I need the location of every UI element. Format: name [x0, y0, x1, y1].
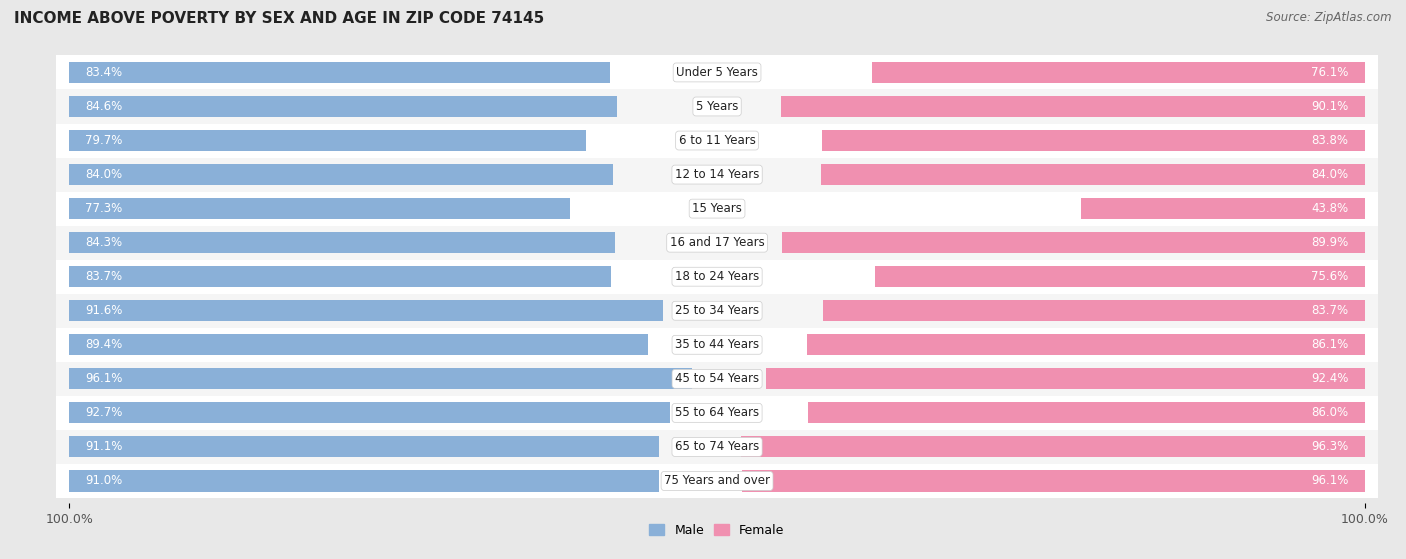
Text: 79.7%: 79.7% — [86, 134, 122, 147]
Bar — [56, 430, 1378, 464]
Text: 83.7%: 83.7% — [86, 270, 122, 283]
Text: 92.4%: 92.4% — [1312, 372, 1348, 385]
Bar — [56, 158, 1378, 192]
Text: 96.1%: 96.1% — [1312, 475, 1348, 487]
Text: Source: ZipAtlas.com: Source: ZipAtlas.com — [1267, 11, 1392, 24]
Text: 6 to 11 Years: 6 to 11 Years — [679, 134, 755, 147]
Text: 83.7%: 83.7% — [1312, 304, 1348, 318]
Bar — [56, 362, 1378, 396]
Bar — [56, 396, 1378, 430]
Bar — [69, 164, 613, 185]
Text: 92.7%: 92.7% — [86, 406, 122, 419]
Bar — [56, 89, 1378, 124]
Text: 43.8%: 43.8% — [1312, 202, 1348, 215]
Bar — [69, 232, 616, 253]
Text: 83.8%: 83.8% — [1312, 134, 1348, 147]
Text: INCOME ABOVE POVERTY BY SEX AND AGE IN ZIP CODE 74145: INCOME ABOVE POVERTY BY SEX AND AGE IN Z… — [14, 11, 544, 26]
Bar — [69, 471, 659, 491]
Text: 84.3%: 84.3% — [86, 236, 122, 249]
Bar — [782, 96, 1365, 117]
Bar — [872, 62, 1365, 83]
Bar — [56, 293, 1378, 328]
Bar — [56, 328, 1378, 362]
Bar — [69, 198, 569, 219]
Legend: Male, Female: Male, Female — [644, 519, 790, 542]
Text: 84.0%: 84.0% — [1312, 168, 1348, 181]
Bar — [823, 300, 1365, 321]
Bar — [69, 334, 648, 356]
Bar — [56, 226, 1378, 260]
Bar — [56, 192, 1378, 226]
Text: 76.1%: 76.1% — [1312, 66, 1348, 79]
Bar — [69, 300, 662, 321]
Bar — [69, 368, 692, 390]
Bar — [766, 368, 1365, 390]
Text: 86.1%: 86.1% — [1312, 338, 1348, 351]
Text: 86.0%: 86.0% — [1312, 406, 1348, 419]
Bar — [1081, 198, 1365, 219]
Text: 45 to 54 Years: 45 to 54 Years — [675, 372, 759, 385]
Bar — [823, 130, 1365, 151]
Text: 83.4%: 83.4% — [86, 66, 122, 79]
Bar — [821, 164, 1365, 185]
Text: 18 to 24 Years: 18 to 24 Years — [675, 270, 759, 283]
Text: 75 Years and over: 75 Years and over — [664, 475, 770, 487]
Text: 77.3%: 77.3% — [86, 202, 122, 215]
Bar — [56, 260, 1378, 293]
Text: 89.4%: 89.4% — [86, 338, 122, 351]
Text: 91.6%: 91.6% — [86, 304, 122, 318]
Text: 55 to 64 Years: 55 to 64 Years — [675, 406, 759, 419]
Bar — [808, 402, 1365, 423]
Bar — [807, 334, 1365, 356]
Text: 91.0%: 91.0% — [86, 475, 122, 487]
Text: 75.6%: 75.6% — [1312, 270, 1348, 283]
Text: 35 to 44 Years: 35 to 44 Years — [675, 338, 759, 351]
Bar — [69, 266, 612, 287]
Bar — [69, 62, 610, 83]
Text: 90.1%: 90.1% — [1312, 100, 1348, 113]
Bar — [56, 464, 1378, 498]
Text: 96.1%: 96.1% — [86, 372, 122, 385]
Bar — [69, 402, 669, 423]
Bar — [742, 471, 1365, 491]
Text: 15 Years: 15 Years — [692, 202, 742, 215]
Text: 5 Years: 5 Years — [696, 100, 738, 113]
Text: Under 5 Years: Under 5 Years — [676, 66, 758, 79]
Text: 16 and 17 Years: 16 and 17 Years — [669, 236, 765, 249]
Text: 65 to 74 Years: 65 to 74 Years — [675, 440, 759, 453]
Text: 12 to 14 Years: 12 to 14 Years — [675, 168, 759, 181]
Bar — [783, 232, 1365, 253]
Text: 91.1%: 91.1% — [86, 440, 122, 453]
Bar — [741, 437, 1365, 457]
Bar — [875, 266, 1365, 287]
Bar — [56, 124, 1378, 158]
Text: 89.9%: 89.9% — [1312, 236, 1348, 249]
Bar — [69, 96, 617, 117]
Text: 25 to 34 Years: 25 to 34 Years — [675, 304, 759, 318]
Text: 84.0%: 84.0% — [86, 168, 122, 181]
Bar — [69, 437, 659, 457]
Text: 84.6%: 84.6% — [86, 100, 122, 113]
Bar — [56, 55, 1378, 89]
Bar — [69, 130, 585, 151]
Text: 96.3%: 96.3% — [1312, 440, 1348, 453]
